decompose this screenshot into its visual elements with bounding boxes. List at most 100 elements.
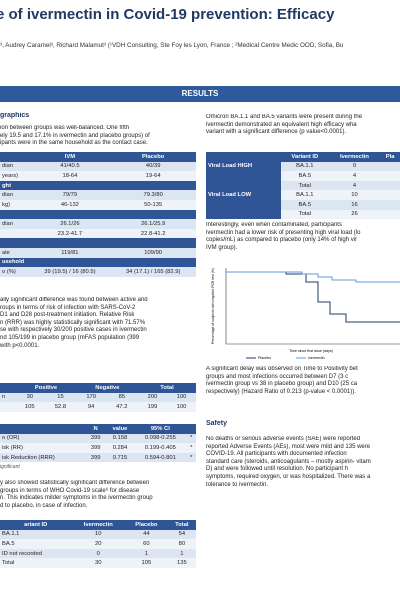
poster-title: e of ivermectin in Covid-19 prevention: … <box>0 6 335 23</box>
header-cell: IVM <box>29 152 111 162</box>
table-cell: 20 <box>71 539 126 549</box>
text-line: y also showed statistically significant … <box>0 480 150 486</box>
table-cell: 1 <box>167 548 196 559</box>
table-row: o (%) 39 (19.5) / 16 (80.5) 34 (17.1) / 16… <box>0 267 196 277</box>
header-cell: Placebo <box>110 152 196 162</box>
table-row: dian 26.1/26 26.1/25.9 <box>0 219 196 229</box>
table-cell: 10 <box>328 190 381 200</box>
table-cell: 4 <box>328 171 381 181</box>
header-cell: Pla <box>380 152 400 162</box>
header-cell: value <box>105 424 135 434</box>
table-cell: BA.5 <box>280 199 329 210</box>
data-table: IVM Placebo dian 41/40.5 40/39 years) 18-64 19-… <box>0 152 196 277</box>
table-row: 23.2-41.7 22.8-41.2 <box>0 228 196 239</box>
table-cell: isk Reduction (RRR) <box>0 452 86 463</box>
curve <box>226 271 400 283</box>
table-row <box>0 238 196 248</box>
table-row: usehold <box>0 257 196 268</box>
table-row: Total 30 105 135 <box>0 558 196 568</box>
table-cell: 54 <box>167 529 196 540</box>
table-cell: 30 <box>71 558 126 568</box>
table-cell: 41/40.5 <box>29 161 111 172</box>
table-cell: 79.3/80 <box>110 190 196 200</box>
table-cell <box>206 199 281 210</box>
table-row: ght <box>0 180 196 191</box>
header-row: Variant ID Ivermectin Pla <box>206 152 400 162</box>
table-row: dian 79/79 79.3/80 <box>0 190 196 200</box>
table-cell: 399 <box>85 452 106 463</box>
table-row: n 30 15 170 85 200 100 <box>0 392 196 403</box>
table-cell: years) <box>0 171 30 181</box>
table-cell: 10 <box>71 529 126 540</box>
table-row: BA.5 4 <box>206 171 400 181</box>
table-cell: 1 <box>125 548 168 559</box>
header-cell <box>0 383 16 393</box>
table-row: ID not recorded 0 1 1 <box>0 548 196 559</box>
table-cell: 15 <box>44 392 77 403</box>
table-cell: 94 <box>76 402 106 412</box>
table-row: BA.5 20 60 80 <box>0 539 196 549</box>
table-cell <box>206 171 281 181</box>
table-cell: 44 <box>125 529 168 540</box>
table-cell: 79/79 <box>29 190 111 200</box>
section-cell <box>0 238 196 248</box>
paragraph: y also showed statistically significant … <box>0 480 196 510</box>
table-cell: BA.1.1 <box>280 190 329 200</box>
survival-chart: Percentage of subjects with negative PCR… <box>211 268 400 360</box>
header-cell <box>0 152 30 162</box>
text-line: roups in terms of risk of infection with… <box>0 304 136 311</box>
table-cell: 200 <box>138 392 167 403</box>
header-cell: Ivermectin <box>71 520 126 530</box>
table-cell: 109/90 <box>110 247 196 258</box>
header-cell: Positive <box>15 383 77 393</box>
text-line: ivermectin demonstrated an equivalent hi… <box>206 121 357 128</box>
table-cell: ale <box>0 247 30 258</box>
table-row: isk Reduction (RRR) 399 0.715 0.594-0.801 * <box>0 452 196 463</box>
table-cell: 50-135 <box>110 199 196 210</box>
table-cell: Viral Load LOW <box>206 190 281 200</box>
header-cell: Placebo <box>125 520 168 530</box>
table-cell: 0.098-0.255 <box>134 433 187 444</box>
table-cell <box>0 228 30 239</box>
table-cell <box>0 402 16 412</box>
text-line: standard care (steroids, anticoagulants … <box>206 458 371 465</box>
paragraph: ally significant difference was found be… <box>0 297 196 350</box>
header-row: IVM Placebo <box>0 152 196 162</box>
table-cell <box>380 190 400 200</box>
y-axis-label: Percentage of subjects with negative PCR… <box>211 268 215 344</box>
table-cell: 0.715 <box>105 452 135 463</box>
table-cell: Total <box>280 180 329 191</box>
table-cell: * <box>186 452 196 463</box>
table-cell: 18-64 <box>29 171 111 181</box>
table-cell: 40/39 <box>110 161 196 172</box>
text-line: ally significant difference was found be… <box>0 297 148 303</box>
table-cell <box>380 199 400 210</box>
text-line: tolerance to ivermectin. <box>206 481 269 488</box>
data-table: ariant ID Ivermectin Placebo Total BA.1.1 10 4… <box>0 520 196 568</box>
data-table: Positive Negative Total n 30 15 170 85 200 100 105… <box>0 383 196 412</box>
text-line: n (RRR) was highly statistically signifi… <box>0 319 146 326</box>
table-row: years) 18-64 19-64 <box>0 171 196 181</box>
text-line: groups in terms of WHO Covid-19 scale⁶ f… <box>0 487 140 494</box>
table-cell: 30 <box>15 392 45 403</box>
table-cell: BA.5 <box>0 539 72 549</box>
authors: ³, Audrey Caramel³, Richard Malamut³ (¹V… <box>0 42 344 49</box>
table-row: kg) 46-132 50-135 <box>0 199 196 210</box>
table-cell <box>380 209 400 220</box>
text-line: variant with a significant difference (p… <box>206 129 347 136</box>
header-cell: Variant ID <box>280 152 329 162</box>
table-row: o (OR) 399 0.158 0.098-0.255 * <box>0 433 196 444</box>
section-cell: ght <box>0 180 196 191</box>
table-row: Total 26 <box>206 209 400 220</box>
table-row: Viral Load LOW BA.1.1 10 <box>206 190 400 200</box>
text-line: ivermectin group vs 38 in placebo group)… <box>206 381 358 388</box>
text-line: No deaths or serious adverse events (SAE… <box>206 436 361 442</box>
text-line: COVID-19. All participants with document… <box>206 451 347 458</box>
table-cell: 0.199-0.405 <box>134 443 187 453</box>
text-line: D) and were followed until resolution. N… <box>206 466 349 473</box>
table-row: 105 52.8 94 47.2 199 100 <box>0 402 196 412</box>
text-line: Omicron BA.1.1 and BA.5 variants were pr… <box>206 114 363 120</box>
text-line: copies/mL) as compared to placebo (only … <box>206 237 358 244</box>
